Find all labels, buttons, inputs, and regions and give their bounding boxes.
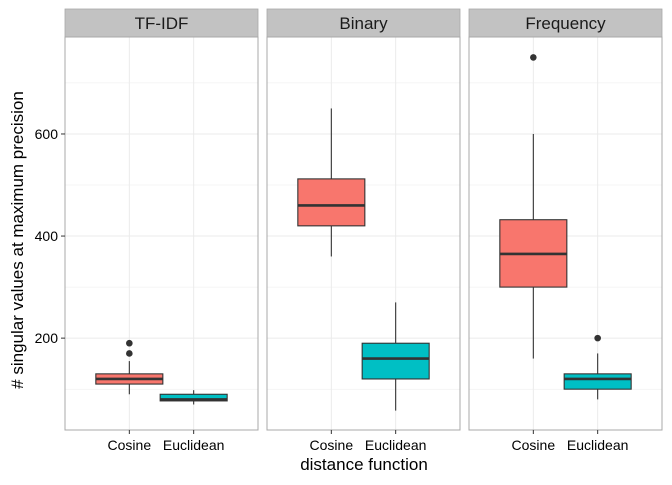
facet-strip-label: TF-IDF (135, 14, 189, 33)
outlier-point (530, 54, 537, 61)
box-cosine (95, 339, 164, 395)
panel-background (65, 37, 258, 430)
facet-panels: TF-IDF Cosine Euclidean Binary Cosine Euclide… (64, 8, 663, 453)
x-tick-label: Euclidean (365, 437, 427, 453)
box-iqr (563, 373, 632, 390)
facet-strip-label: Binary (339, 14, 388, 33)
y-axis: 200 400 600 (35, 126, 65, 346)
facet-strip (468, 8, 663, 38)
facet-panel-tf-idf: TF-IDF Cosine Euclidean (64, 8, 259, 453)
facet-panel-binary: Binary Cosine Euclidean (266, 8, 461, 453)
facet-strip (64, 8, 259, 38)
facet-strip-label: Frequency (525, 14, 606, 33)
box-euclidean (159, 390, 228, 405)
x-tick-label: Cosine (310, 437, 354, 453)
outlier-point (126, 350, 133, 357)
outlier-point (594, 334, 601, 342)
box-cosine (297, 108, 366, 257)
y-axis-label: # singular values at maximum precision (8, 91, 27, 389)
x-tick-label: Cosine (512, 437, 556, 453)
box-euclidean (563, 334, 632, 400)
x-axis-label: distance function (300, 455, 428, 474)
y-tick-label: 600 (35, 126, 59, 142)
y-tick-label: 200 (35, 330, 59, 346)
x-tick-label: Cosine (108, 437, 152, 453)
panel-border (64, 36, 259, 431)
panel-border (266, 36, 461, 431)
panel-border (468, 36, 663, 431)
facet-panel-frequency: Frequency Cosine Euclidean (468, 8, 663, 453)
box-euclidean (361, 302, 430, 411)
outlier-point (126, 339, 133, 347)
box-cosine (499, 54, 568, 359)
y-tick-label: 400 (35, 228, 59, 244)
box-iqr (361, 342, 430, 380)
x-tick-label: Euclidean (567, 437, 629, 453)
x-tick-label: Euclidean (163, 437, 225, 453)
box-iqr (159, 393, 228, 402)
box-iqr (297, 178, 366, 227)
